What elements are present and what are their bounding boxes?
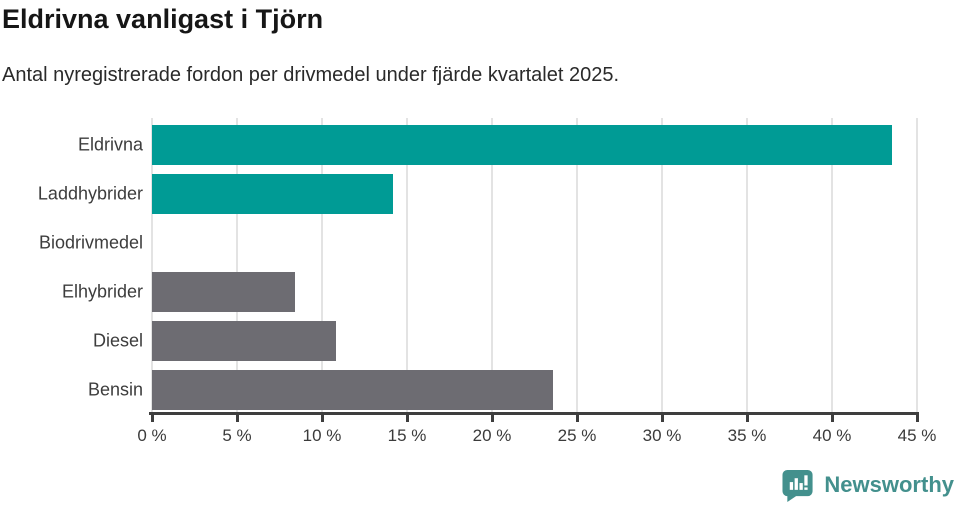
- axis-tick: [405, 415, 409, 422]
- axis-tick: [660, 415, 664, 422]
- gridline: [406, 118, 408, 415]
- axis-tick: [745, 415, 749, 422]
- plot-area: 0 % 5 % 10 % 15 % 20 % 25 % 30 % 35 % 40 % 45 %: [137, 118, 936, 445]
- axis-tick-label: 25 %: [557, 426, 597, 445]
- axis-tick-label: 15 %: [387, 426, 427, 445]
- axis-tick-label: 35 %: [727, 426, 767, 445]
- category-label: Bensin: [87, 379, 143, 400]
- category-label: Eldrivna: [77, 134, 143, 155]
- gridline: [746, 118, 748, 415]
- bar: [152, 321, 336, 362]
- newsworthy-wordmark: Newsworthy: [824, 472, 954, 497]
- category-label: Biodrivmedel: [38, 232, 143, 253]
- bar: [152, 124, 892, 165]
- axis-tick-label: 0 %: [137, 426, 167, 445]
- category-label: Laddhybrider: [37, 183, 143, 204]
- axis-tick: [235, 415, 239, 422]
- axis-tick: [320, 415, 324, 422]
- bar: [152, 173, 394, 214]
- chart-title: Eldrivna vanligast i Tjörn: [2, 4, 324, 34]
- bar: [152, 272, 295, 313]
- axis-tick-label: 40 %: [812, 426, 852, 445]
- axis-tick: [575, 415, 579, 422]
- gridline: [831, 118, 833, 415]
- axis-tick-label: 45 %: [897, 426, 937, 445]
- category-label: Elhybrider: [61, 281, 143, 302]
- chart-subtitle: Antal nyregistrerade fordon per drivmede…: [2, 64, 620, 86]
- gridline: [236, 118, 238, 415]
- axis-tick: [915, 415, 919, 422]
- newsworthy-icon: [782, 469, 813, 502]
- bar: [152, 370, 554, 411]
- gridline: [916, 118, 918, 415]
- axis-tick: [830, 415, 834, 422]
- axis-tick: [150, 415, 154, 422]
- category-labels: Eldrivna Laddhybrider Biodrivmedel Elhybrid…: [0, 120, 143, 415]
- gridline: [661, 118, 663, 415]
- axis-tick-label: 10 %: [302, 426, 342, 445]
- category-label: Diesel: [92, 330, 143, 351]
- axis-tick-label: 5 %: [222, 426, 252, 445]
- gridline: [151, 118, 153, 415]
- gridline: [321, 118, 323, 415]
- gridline: [491, 118, 493, 415]
- axis-tick: [490, 415, 494, 422]
- x-axis-line: [149, 412, 919, 415]
- newsworthy-logo: Newsworthy: [782, 468, 954, 502]
- axis-tick-label: 20 %: [472, 426, 512, 445]
- gridline: [576, 118, 578, 415]
- axis-tick-label: 30 %: [642, 426, 682, 445]
